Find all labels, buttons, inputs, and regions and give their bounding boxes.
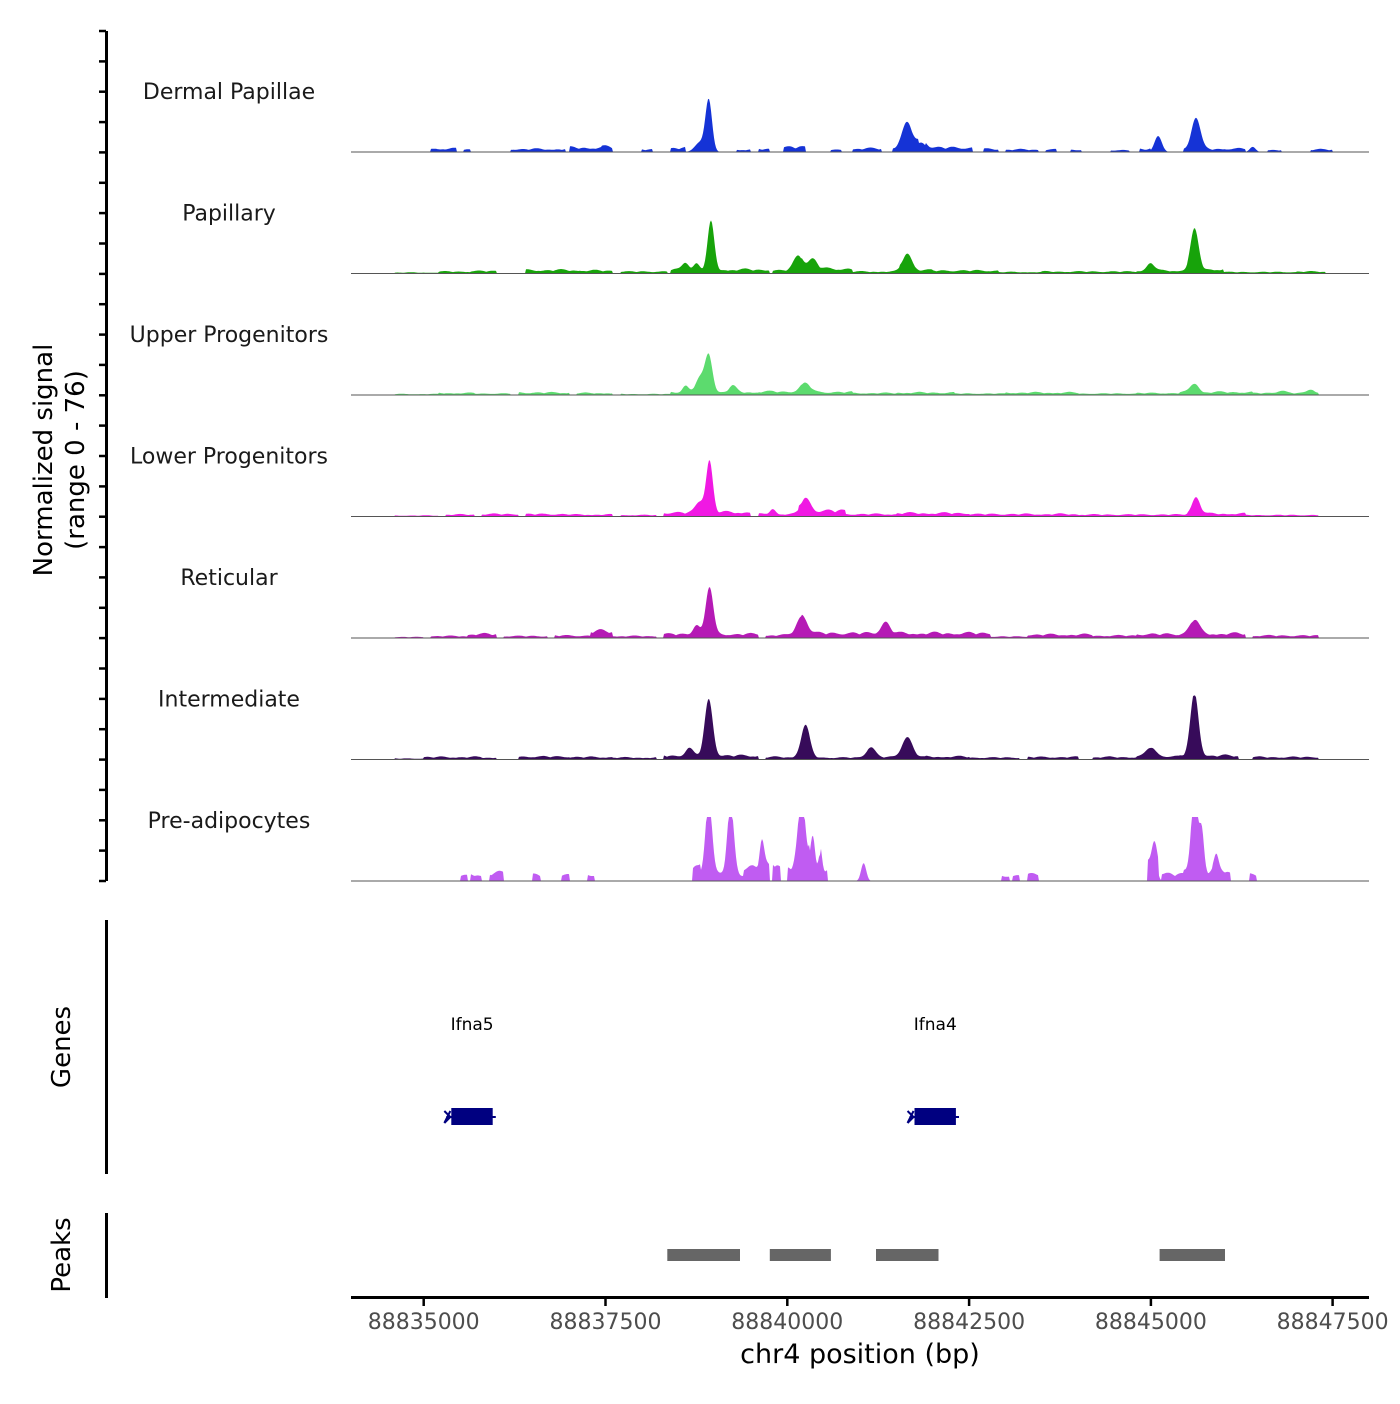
track-lower-progenitors: Lower Progenitors [130, 445, 1369, 517]
x-tick-label: 88847500 [1277, 1310, 1389, 1335]
x-tick-label: 88835000 [368, 1310, 480, 1335]
track-papillary: Papillary [182, 202, 1369, 274]
x-tick-label: 88842500 [913, 1310, 1025, 1335]
track-dermal-papillae: Dermal Papillae [143, 80, 1369, 153]
coverage-y-axis-ticks [99, 29, 106, 883]
x-tick-label: 88845000 [1095, 1310, 1207, 1335]
gene-exon [451, 1108, 493, 1125]
track-label: Upper Progenitors [130, 323, 329, 348]
gene-ifna5: Ifna5 [443, 1015, 496, 1125]
coverage-area [351, 695, 1369, 760]
coverage-area [351, 460, 1369, 517]
track-pre-adipocytes: Pre-adipocytes [148, 809, 1369, 882]
strand-arrow-icon [443, 1110, 452, 1124]
peak-bar [876, 1249, 939, 1261]
coverage-area [351, 353, 1369, 395]
x-axis-title: chr4 position (bp) [740, 1339, 980, 1370]
coverage-area [351, 587, 1369, 638]
genes-track: Ifna5 Ifna4 [443, 1015, 959, 1125]
strand-arrow-icon [906, 1110, 915, 1124]
peak-bar [769, 1249, 831, 1261]
signal-tracks: Dermal Papillae Papillary Upper Progenitor… [130, 80, 1369, 882]
track-label: Intermediate [158, 688, 300, 713]
peaks-track-label: Peaks [47, 1217, 77, 1292]
genes-track-label: Genes [47, 1006, 77, 1088]
track-intermediate: Intermediate [158, 688, 1369, 760]
coverage-area [351, 220, 1369, 274]
peak-bar [1159, 1249, 1225, 1261]
coverage-area [351, 98, 1369, 152]
x-axis-ticks: 88835000 88837500 88840000 88842500 88845000… [368, 1298, 1389, 1335]
gene-label: Ifna5 [451, 1015, 494, 1035]
track-reticular: Reticular [180, 566, 1369, 639]
peaks-track [667, 1249, 1225, 1261]
x-tick-label: 88837500 [550, 1310, 662, 1335]
y-axis-title-line1: Normalized signal [29, 344, 59, 577]
track-label: Dermal Papillae [143, 80, 315, 105]
y-axis-title-line2: (range 0 - 76) [61, 370, 91, 550]
track-label: Pre-adipocytes [148, 809, 311, 834]
gene-label: Ifna4 [914, 1015, 957, 1035]
gene-exon [914, 1108, 956, 1125]
track-label: Papillary [182, 202, 276, 227]
track-upper-progenitors: Upper Progenitors [130, 323, 1369, 396]
gene-ifna4: Ifna4 [906, 1015, 959, 1125]
coverage-area [351, 817, 1369, 881]
x-tick-label: 88840000 [731, 1310, 843, 1335]
peak-bar [667, 1249, 740, 1261]
track-label: Reticular [180, 566, 278, 591]
track-label: Lower Progenitors [130, 445, 328, 470]
